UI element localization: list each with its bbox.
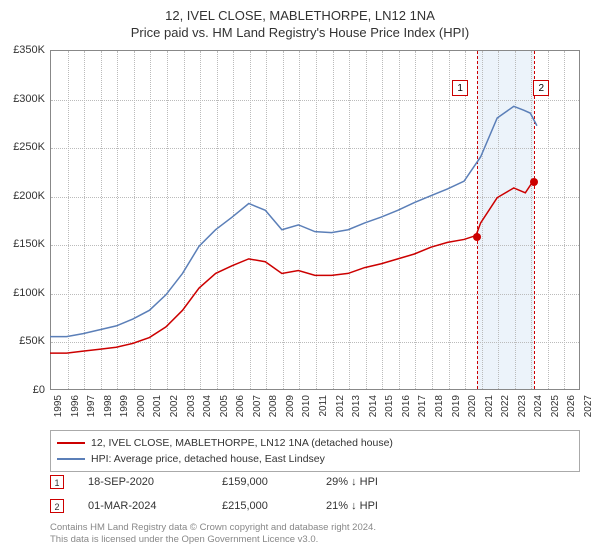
legend-item: 12, IVEL CLOSE, MABLETHORPE, LN12 1NA (d…: [57, 435, 573, 451]
x-axis-tick-label: 1996: [70, 395, 81, 417]
x-axis-tick-label: 2004: [202, 395, 213, 417]
transaction-price: £159,000: [222, 476, 302, 488]
x-axis-tick-label: 2026: [566, 395, 577, 417]
x-axis-tick-label: 2024: [533, 395, 544, 417]
table-row: 2 01-MAR-2024 £215,000 21% ↓ HPI: [50, 496, 580, 516]
x-axis-tick-label: 2014: [368, 395, 379, 417]
footer-line: Contains HM Land Registry data © Crown c…: [50, 522, 580, 534]
x-axis-tick-label: 2021: [484, 395, 495, 417]
transaction-price: £215,000: [222, 500, 302, 512]
x-axis-tick-label: 2027: [583, 395, 594, 417]
marker-index-icon: 2: [50, 499, 64, 513]
x-axis-tick-label: 2005: [219, 395, 230, 417]
chart-title: 12, IVEL CLOSE, MABLETHORPE, LN12 1NA: [0, 8, 600, 23]
y-axis-tick-label: £0: [0, 384, 45, 396]
x-axis-tick-label: 1998: [103, 395, 114, 417]
x-axis-tick-label: 2011: [318, 395, 329, 417]
x-axis-tick-label: 2015: [384, 395, 395, 417]
x-axis-tick-label: 2016: [401, 395, 412, 417]
copyright-footer: Contains HM Land Registry data © Crown c…: [50, 522, 580, 547]
y-axis-tick-label: £100K: [0, 287, 45, 299]
x-axis-tick-label: 2007: [252, 395, 263, 417]
y-axis-tick-label: £200K: [0, 190, 45, 202]
x-axis-tick-label: 1997: [86, 395, 97, 417]
x-axis-tick-label: 1999: [119, 395, 130, 417]
x-axis-tick-label: 1995: [53, 395, 64, 417]
transactions-table: 1 18-SEP-2020 £159,000 29% ↓ HPI 2 01-MA…: [50, 472, 580, 520]
table-row: 1 18-SEP-2020 £159,000 29% ↓ HPI: [50, 472, 580, 492]
legend-swatch: [57, 442, 85, 444]
y-axis-tick-label: £50K: [0, 335, 45, 347]
x-axis-tick-label: 2009: [285, 395, 296, 417]
legend-label: 12, IVEL CLOSE, MABLETHORPE, LN12 1NA (d…: [91, 437, 393, 449]
x-axis-tick-label: 2018: [434, 395, 445, 417]
y-axis-tick-label: £150K: [0, 238, 45, 250]
x-axis-tick-label: 2012: [335, 395, 346, 417]
legend-swatch: [57, 458, 85, 460]
x-axis-tick-label: 2000: [136, 395, 147, 417]
x-axis-tick-label: 2013: [351, 395, 362, 417]
transaction-date: 18-SEP-2020: [88, 476, 198, 488]
x-axis-tick-label: 2006: [235, 395, 246, 417]
legend: 12, IVEL CLOSE, MABLETHORPE, LN12 1NA (d…: [50, 430, 580, 472]
transaction-date: 01-MAR-2024: [88, 500, 198, 512]
chart-subtitle: Price paid vs. HM Land Registry's House …: [0, 25, 600, 40]
x-axis-tick-label: 2003: [186, 395, 197, 417]
legend-label: HPI: Average price, detached house, East…: [91, 453, 325, 465]
x-axis-tick-label: 2023: [517, 395, 528, 417]
chart-series-line: [50, 181, 537, 353]
y-axis-tick-label: £350K: [0, 44, 45, 56]
x-axis-tick-label: 2010: [301, 395, 312, 417]
x-axis-tick-label: 2025: [550, 395, 561, 417]
legend-item: HPI: Average price, detached house, East…: [57, 451, 573, 467]
x-axis-tick-label: 2008: [268, 395, 279, 417]
chart-plot-area: 12 £0£50K£100K£150K£200K£250K£300K£350K1…: [50, 50, 580, 390]
transaction-hpi-diff: 29% ↓ HPI: [326, 476, 426, 488]
x-axis-tick-label: 2017: [417, 395, 428, 417]
footer-line: This data is licensed under the Open Gov…: [50, 534, 580, 546]
x-axis-tick-label: 2001: [152, 395, 163, 417]
transaction-hpi-diff: 21% ↓ HPI: [326, 500, 426, 512]
x-axis-tick-label: 2002: [169, 395, 180, 417]
marker-index-icon: 1: [50, 475, 64, 489]
y-axis-tick-label: £250K: [0, 141, 45, 153]
x-axis-tick-label: 2020: [467, 395, 478, 417]
x-axis-tick-label: 2019: [451, 395, 462, 417]
chart-series-line: [50, 106, 537, 336]
x-axis-tick-label: 2022: [500, 395, 511, 417]
y-axis-tick-label: £300K: [0, 93, 45, 105]
